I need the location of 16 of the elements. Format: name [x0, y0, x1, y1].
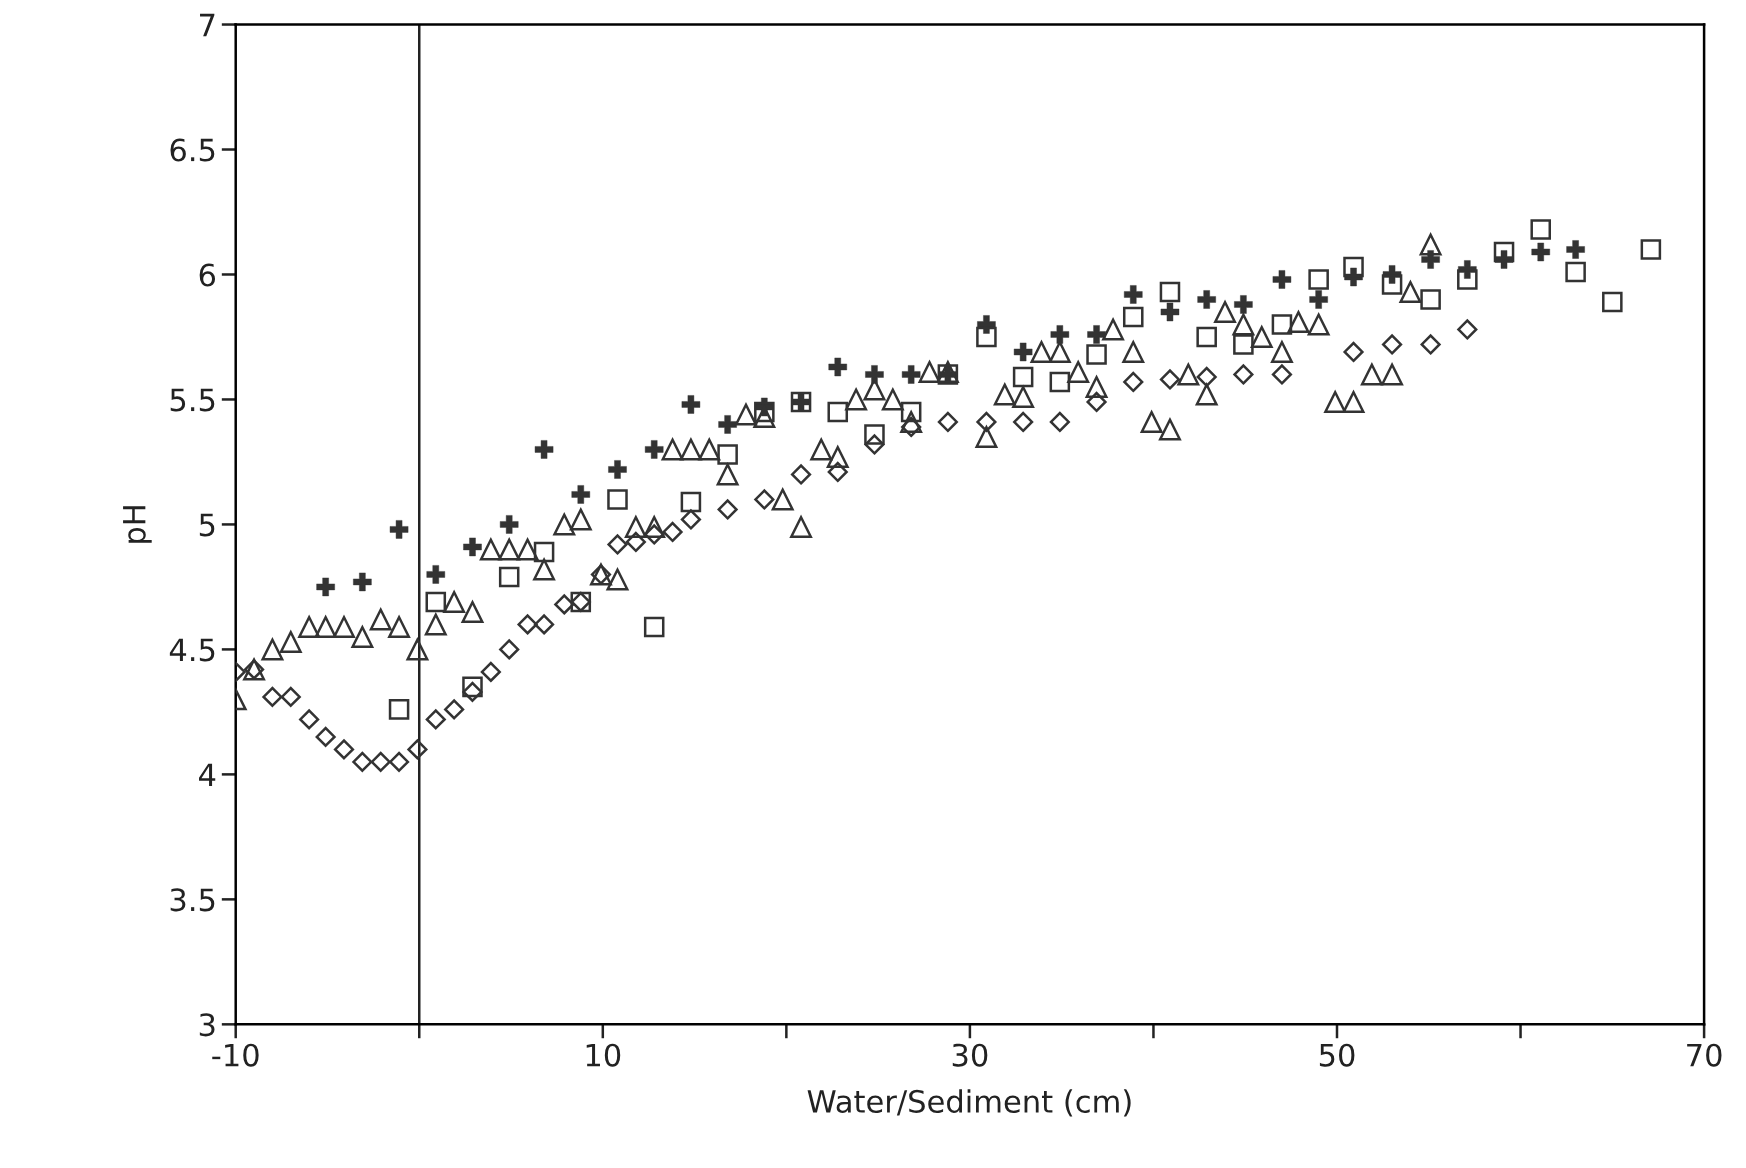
y-tick-label: 4 — [199, 763, 216, 786]
x-axis-title: Water/Sediment (cm) — [807, 1089, 1131, 1117]
x-tick-label: 30 — [952, 1043, 988, 1067]
y-tick-label: 6.5 — [170, 138, 215, 162]
y-tick-label: 4.5 — [169, 638, 215, 662]
y-tick-label: 3.5 — [170, 888, 215, 912]
x-tick-label: -10 — [212, 1043, 259, 1067]
y-axis-title: pH — [123, 506, 152, 543]
y-tick-label: 7 — [200, 13, 215, 37]
x-tick-label: 70 — [1687, 1043, 1722, 1067]
y-tick-label: 5.5 — [170, 388, 215, 412]
x-tick-label: 50 — [1319, 1043, 1355, 1067]
y-tick-label: 6 — [199, 263, 216, 287]
y-tick-label: 5 — [199, 513, 215, 537]
x-tick-label: 10 — [586, 1043, 621, 1067]
y-tick-label: 3 — [199, 1013, 215, 1037]
